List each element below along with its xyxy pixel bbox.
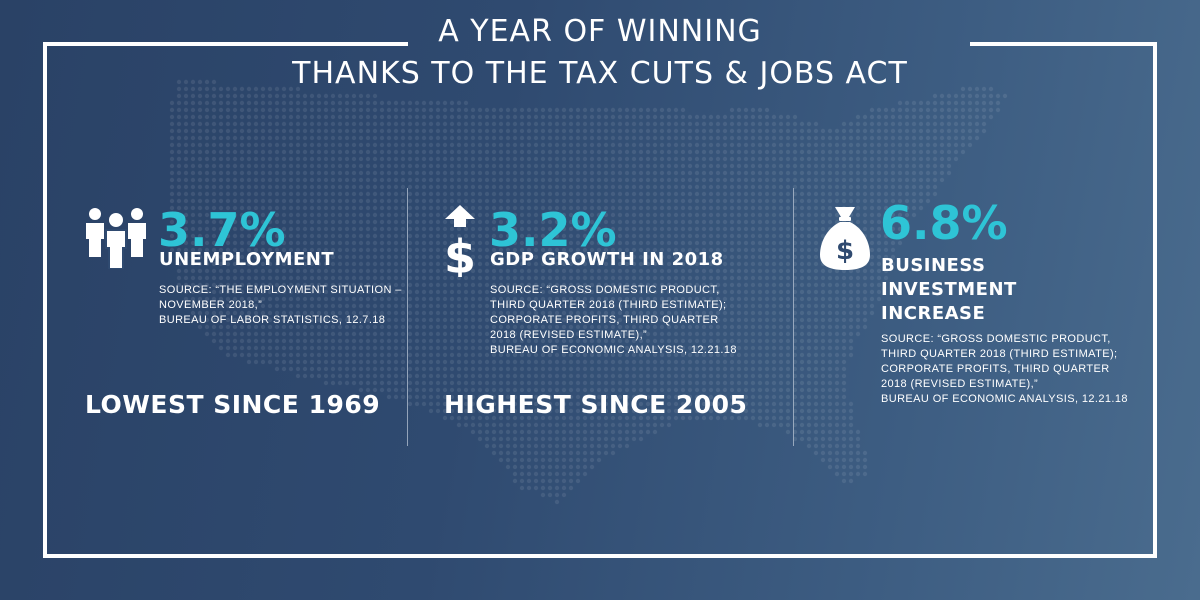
frame-top-left — [43, 42, 408, 46]
business-investment-label-1: BUSINESS — [881, 255, 986, 276]
svg-text:$: $ — [444, 230, 476, 277]
title-line-2: THANKS TO THE TAX CUTS & JOBS ACT — [292, 56, 908, 91]
people-icon — [85, 207, 147, 270]
money-bag-icon: $ — [818, 205, 872, 271]
unemployment-headline: LOWEST SINCE 1969 — [85, 390, 381, 419]
frame-top-right — [970, 42, 1157, 46]
gdp-growth-headline: HIGHEST SINCE 2005 — [444, 390, 748, 419]
dollar-up-arrow-icon: $ — [442, 205, 478, 284]
column-divider-2 — [793, 188, 794, 446]
gdp-growth-source: SOURCE: “GROSS DOMESTIC PRODUCT, THIRD Q… — [490, 284, 737, 356]
column-divider-1 — [407, 188, 408, 446]
business-investment-value: 6.8% — [880, 196, 1008, 250]
frame-bottom — [43, 554, 1157, 558]
frame-left — [43, 42, 47, 558]
unemployment-label: UNEMPLOYMENT — [159, 249, 335, 270]
business-investment-source: SOURCE: “GROSS DOMESTIC PRODUCT, THIRD Q… — [881, 333, 1128, 405]
title-line-1: A YEAR OF WINNING — [438, 14, 762, 49]
unemployment-source: SOURCE: “THE EMPLOYMENT SITUATION – NOVE… — [159, 284, 402, 326]
gdp-growth-label: GDP GROWTH IN 2018 — [490, 249, 724, 270]
svg-text:$: $ — [836, 236, 854, 266]
gdp-growth-value: 3.2% — [489, 203, 617, 257]
unemployment-value: 3.7% — [158, 203, 286, 257]
business-investment-label-3: INCREASE — [881, 303, 986, 324]
frame-right — [1153, 42, 1157, 558]
business-investment-label-2: INVESTMENT — [881, 279, 1017, 300]
